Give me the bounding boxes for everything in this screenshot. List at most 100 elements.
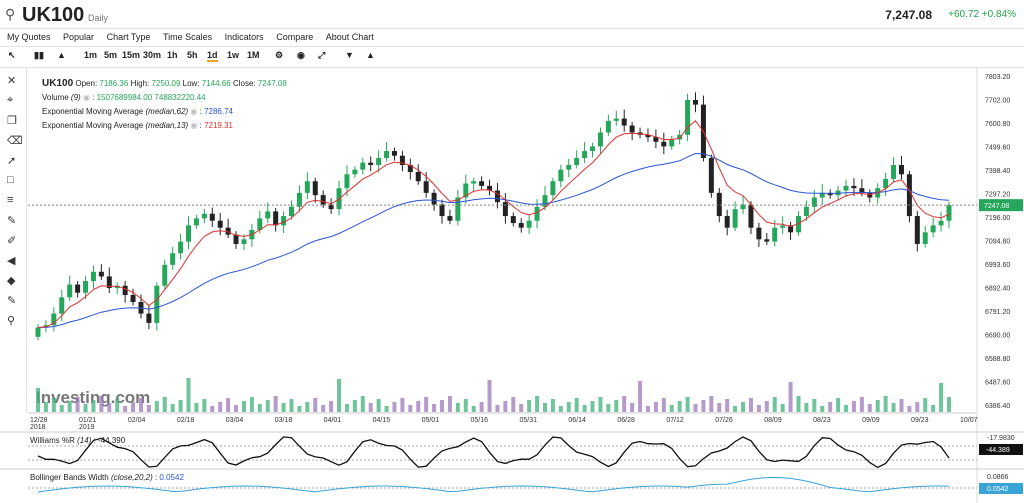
area-chart-icon[interactable]: ▲ [57, 50, 66, 60]
eye-icon[interactable]: ◉ [82, 93, 90, 102]
download-icon[interactable]: ▼ [345, 50, 354, 60]
fibonacci-icon[interactable]: ≡ [7, 194, 14, 206]
candle-body [542, 195, 548, 207]
marker-icon[interactable]: ◆ [7, 275, 16, 287]
candle-body [51, 313, 57, 326]
volume-bar [384, 406, 389, 412]
text-icon[interactable]: ✎ [7, 295, 17, 307]
volume-bar [178, 400, 183, 412]
candle-body [296, 192, 302, 207]
rectangle-icon[interactable]: □ [7, 174, 14, 186]
candle-body [304, 181, 310, 193]
ema62-value: 7286.74 [204, 107, 233, 116]
ema13-value: 7219.31 [204, 121, 233, 130]
candle-body [590, 146, 596, 152]
tf-1M[interactable]: 1M [247, 50, 260, 60]
tf-30m[interactable]: 30m [143, 50, 162, 60]
price-tick-label: 7398.40 [985, 168, 1010, 175]
brush-icon[interactable]: ✐ [7, 235, 17, 247]
volume-bar [36, 388, 40, 412]
candle-body [455, 197, 461, 221]
candle-body [677, 134, 683, 140]
settings-icon[interactable]: ⚙ [275, 50, 284, 60]
volume-bar [162, 397, 167, 412]
eye-icon[interactable]: ◉ [190, 107, 198, 116]
menu-time-scales[interactable]: Time Scales [162, 32, 213, 42]
chart-legend: UK100 Open: 7186.36 High: 7250.09 Low: 7… [42, 77, 287, 133]
copy-icon[interactable]: ❐ [7, 115, 17, 127]
volume-bar [788, 382, 793, 412]
tf-1m[interactable]: 1m [84, 50, 98, 60]
price-tick-label: 7499.60 [985, 145, 1010, 152]
candle-body [431, 192, 437, 205]
trash-icon[interactable]: ⌫ [7, 135, 23, 147]
candle-body [98, 271, 104, 277]
volume-bar [297, 406, 302, 412]
volume-bar [867, 404, 872, 412]
williams-line [37, 436, 950, 469]
trendline-icon[interactable]: ➚ [7, 155, 17, 167]
menu-indicators[interactable]: Indicators [224, 32, 264, 42]
volume-bar [321, 405, 326, 412]
tf-5h[interactable]: 5h [187, 50, 198, 60]
menu-my-quotes[interactable]: My Quotes [7, 32, 51, 42]
measure-icon[interactable]: ⚲ [7, 315, 16, 327]
volume-bar [685, 397, 690, 412]
close-value: 7247.08 [257, 79, 287, 88]
menu-popular[interactable]: Popular [63, 32, 95, 42]
candle-body [209, 213, 215, 221]
williams-axis-top: -17.9830 [987, 435, 1015, 442]
volume-bar [891, 403, 896, 412]
candle-body [914, 216, 920, 244]
tf-1w[interactable]: 1w [227, 50, 240, 60]
volume-bar [535, 396, 540, 412]
date-tick-label: 06/14 [568, 417, 586, 424]
volume-bar [408, 405, 413, 412]
date-tick-label: 05/31 [519, 417, 537, 424]
price-tick-label: 7297.20 [985, 192, 1010, 199]
candle-body [788, 225, 794, 233]
pen-icon[interactable]: ✎ [7, 215, 17, 227]
upload-icon[interactable]: ▲ [366, 50, 375, 60]
candlestick-icon[interactable]: ▮▮ [34, 50, 44, 60]
search-icon[interactable]: ⚲ [5, 6, 16, 22]
candle-body [597, 132, 603, 147]
volume-bar [883, 396, 888, 412]
volume-row[interactable]: Volume (9) ◉ : 1507689984.00 748832220.4… [42, 93, 206, 102]
menu-compare[interactable]: Compare [276, 32, 314, 42]
menu-chart-type[interactable]: Chart Type [106, 32, 151, 42]
crosshair-icon[interactable]: ⌖ [7, 94, 14, 106]
camera-icon[interactable]: ◉ [297, 50, 305, 60]
volume-bar [859, 397, 864, 412]
price-tick-label: 6588.80 [985, 356, 1010, 363]
candle-body [502, 202, 508, 217]
period-label: Daily [88, 13, 109, 23]
volume-values: 1507689984.00 748832220.44 [96, 93, 206, 102]
tf-1d[interactable]: 1d [207, 50, 218, 62]
cursor-icon[interactable]: ↖ [8, 50, 16, 60]
ema13-row[interactable]: Exponential Moving Average (median,13) ◉… [42, 121, 233, 130]
volume-bar [138, 398, 143, 412]
fullscreen-icon[interactable]: ⤢ [318, 50, 326, 60]
tf-5m[interactable]: 5m [104, 50, 118, 60]
ema62-label: Exponential Moving Average [42, 107, 144, 116]
candle-body [233, 234, 239, 244]
candle-body [463, 183, 469, 198]
volume-bar [59, 405, 64, 412]
ema62-row[interactable]: Exponential Moving Average (median,62) ◉… [42, 107, 233, 116]
tf-1h[interactable]: 1h [167, 50, 178, 60]
date-tick-label: 07/12 [666, 417, 684, 424]
price-change: +60.72 +0.84% [948, 9, 1016, 20]
bbw-axis-top: 0.0866 [987, 474, 1009, 481]
volume-bar [582, 405, 587, 412]
close-icon[interactable]: ✕ [7, 75, 17, 87]
candle-body [653, 137, 659, 142]
menu-about-chart[interactable]: About Chart [325, 32, 374, 42]
header-bar: ⚲ UK100 Daily 7,247.08 +60.72 +0.84% [0, 0, 1024, 29]
ema13-line [37, 120, 950, 328]
arrow-icon[interactable]: ◀ [7, 255, 16, 267]
tf-15m[interactable]: 15m [122, 50, 141, 60]
volume-bar [447, 396, 452, 412]
eye-icon[interactable]: ◉ [190, 121, 198, 130]
